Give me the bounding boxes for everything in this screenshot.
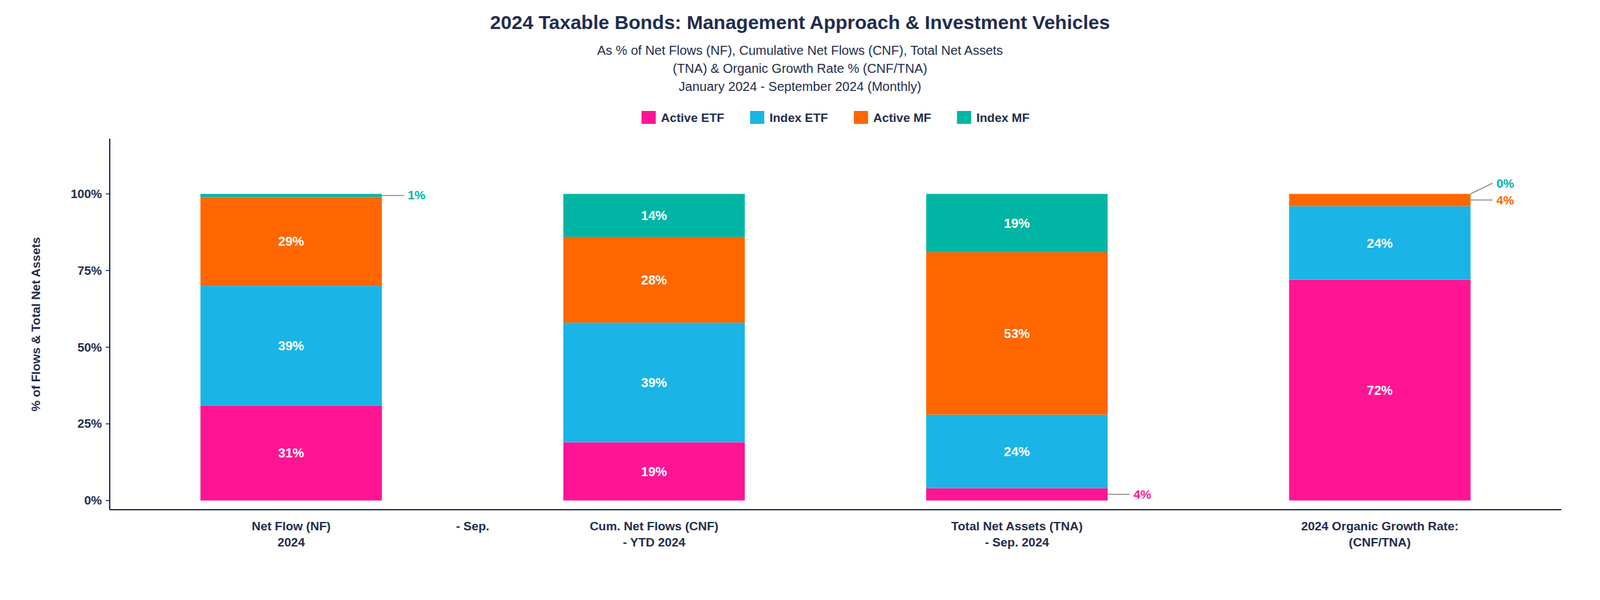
subtitle: (TNA) & Organic Growth Rate % (CNF/TNA): [672, 61, 928, 76]
bar-segment: [926, 488, 1108, 501]
chart: 2024 Taxable Bonds: Management Approach …: [0, 0, 1600, 600]
data-label: 19%: [1004, 216, 1031, 231]
x-axis-line: [109, 509, 1562, 511]
x-tick-label-line: - YTD 2024: [622, 535, 686, 550]
data-label: 4%: [1133, 487, 1152, 502]
y-tick: [105, 193, 110, 195]
x-tick-label: Total Net Assets (TNA)- Sep. 2024: [951, 519, 1084, 550]
axes: 0% 25% 50% 75% 100% Net Flow (NF)2024 Cum. Net…: [70, 138, 1562, 550]
leader-line: [1107, 493, 1130, 496]
bars: [200, 194, 1471, 501]
bar-segment: [200, 194, 383, 198]
legend-item: Index ETF: [749, 111, 829, 125]
legend-swatch: [957, 111, 972, 124]
data-label: 31%: [278, 445, 304, 461]
data-label: 39%: [278, 338, 304, 354]
x-tick-label-line: Cum. Net Flows (CNF): [589, 519, 719, 534]
bar-segment: [563, 442, 745, 501]
bar-segment: [926, 252, 1108, 416]
legend-label: Active MF: [873, 111, 932, 125]
y-tick-label: 25%: [77, 416, 102, 431]
leader-line: [382, 194, 405, 197]
bar-segment: [926, 194, 1108, 253]
data-labels: 31% 39% 29% 1% 19% 39% 28% 14% 24% 53% 19% 4% 72% 24%…: [278, 176, 1515, 502]
bar-segment: [563, 194, 745, 238]
data-label: 24%: [1004, 444, 1031, 459]
bar-segment: [200, 405, 383, 501]
legend-label: Index ETF: [769, 111, 829, 125]
bar-segment: [1288, 206, 1471, 281]
data-label: 19%: [640, 464, 667, 479]
data-label: 72%: [1367, 383, 1393, 398]
data-label: 24%: [1367, 236, 1393, 251]
bar-segment: [1288, 193, 1471, 195]
x-tick-label-line: Total Net Assets (TNA): [951, 519, 1084, 534]
y-tick: [105, 423, 110, 425]
bar-segment: [1288, 194, 1471, 207]
bar-segment: [200, 285, 383, 406]
y-tick-label: 0%: [84, 493, 103, 508]
legend-swatch: [749, 111, 765, 124]
x-tick-label: 2024 Organic Growth Rate:(CNF/TNA): [1301, 519, 1459, 550]
y-tick-label: 50%: [77, 340, 102, 355]
bar-segment: [1288, 280, 1471, 501]
legend-label: Active ETF: [660, 111, 725, 125]
data-label: 0%: [1496, 176, 1515, 191]
legend-label: Index MF: [976, 111, 1030, 125]
legend-swatch: [853, 111, 869, 124]
annotation: - Sep.: [455, 519, 490, 534]
y-tick-label: 100%: [70, 187, 102, 201]
data-label: 29%: [278, 234, 304, 249]
data-label: 28%: [640, 273, 667, 288]
legend-swatch: [641, 111, 656, 124]
data-label: 4%: [1496, 193, 1515, 208]
bar-segment: [563, 322, 745, 443]
legend-item: Active MF: [853, 111, 932, 125]
y-tick-label: 75%: [77, 263, 102, 278]
x-tick-label-line: 2024: [277, 535, 306, 550]
title: 2024 Taxable Bonds: Management Approach …: [489, 11, 1110, 33]
bar-segment: [563, 236, 745, 323]
data-label: 53%: [1004, 326, 1031, 341]
data-label: 39%: [640, 375, 667, 390]
leader-line: [1470, 183, 1493, 194]
data-label: 14%: [640, 208, 667, 223]
y-tick: [105, 346, 110, 348]
x-tick-label-line: Net Flow (NF): [251, 519, 331, 534]
legend-item: Active ETF: [641, 111, 725, 125]
subtitle: January 2024 - September 2024 (Monthly): [678, 79, 922, 94]
y-tick: [105, 500, 110, 502]
x-tick-label-line: 2024 Organic Growth Rate:: [1301, 519, 1459, 534]
subtitle: As % of Net Flows (NF), Cumulative Net F…: [597, 43, 1003, 58]
y-axis-label: % of Flows & Total Net Assets: [29, 236, 43, 412]
x-tick-label: Net Flow (NF)2024: [251, 519, 331, 550]
x-tick-label-line: - Sep. 2024: [984, 535, 1050, 550]
x-tick-label-line: (CNF/TNA): [1348, 535, 1411, 550]
legend-item: Index MF: [957, 111, 1030, 125]
x-tick-label: Cum. Net Flows (CNF)- YTD 2024: [589, 519, 719, 550]
data-label: 1%: [407, 188, 426, 203]
legend: Active ETF Index ETF Active MF Index MF: [641, 111, 1030, 125]
leader-line: [1470, 199, 1493, 201]
y-tick: [105, 270, 110, 272]
bar-segment: [200, 196, 383, 286]
bar-segment: [926, 415, 1108, 489]
